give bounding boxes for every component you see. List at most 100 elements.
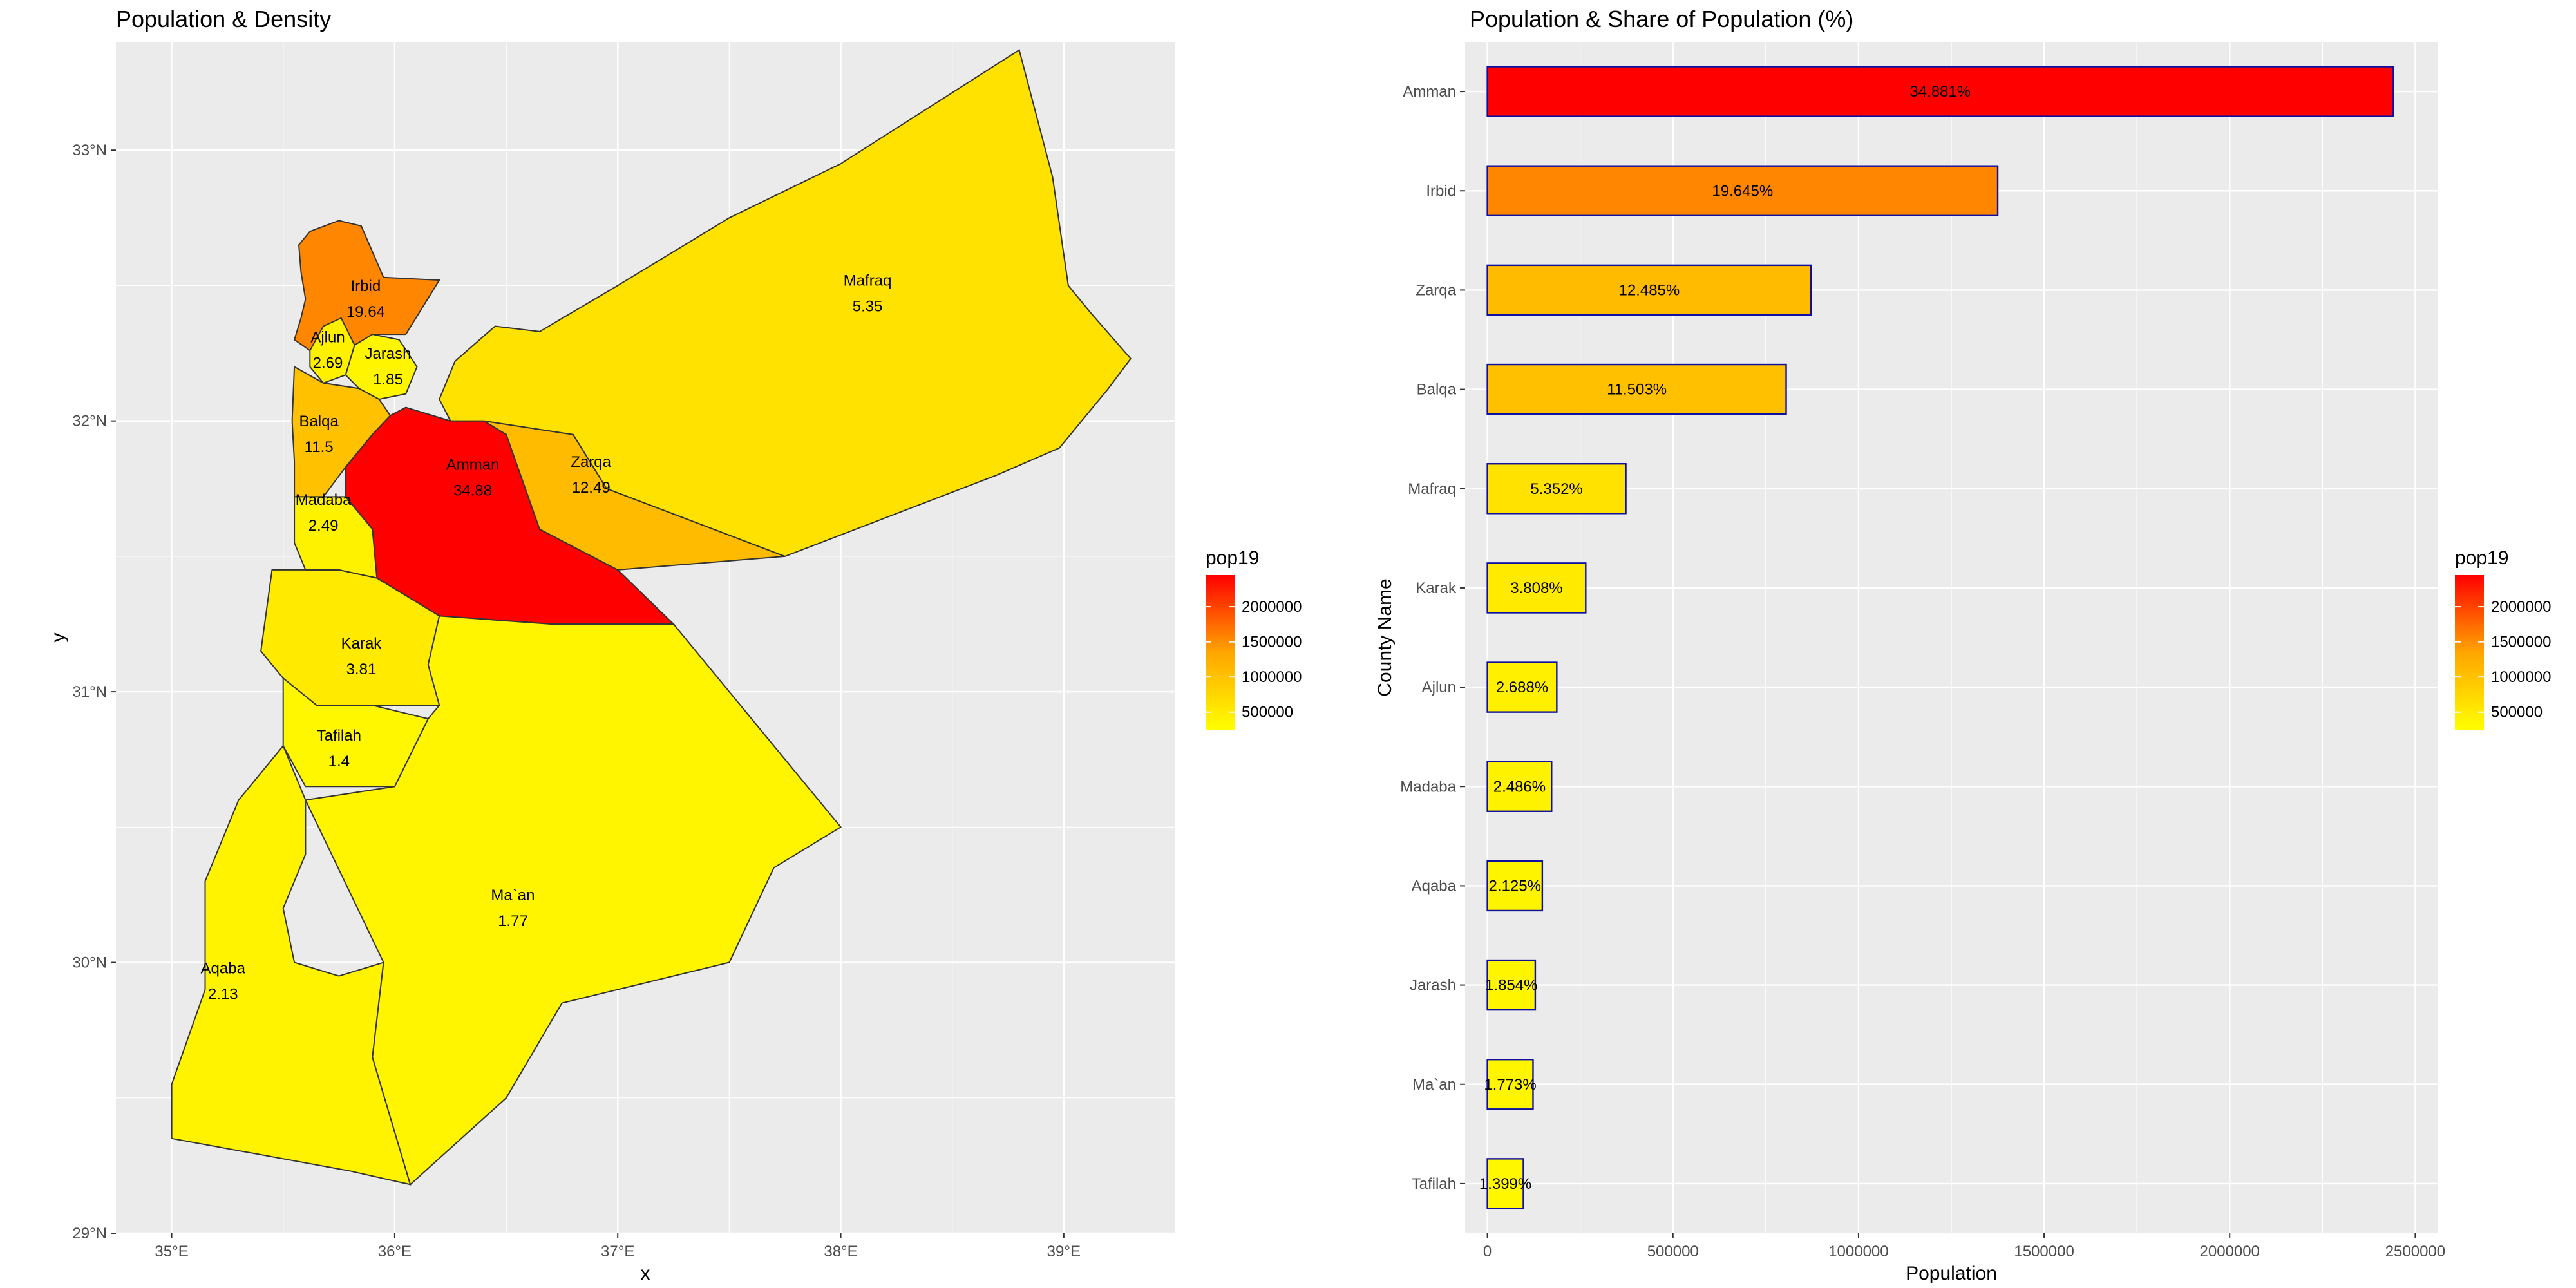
map-y-tick-label: 29°N xyxy=(72,1225,107,1242)
bar-x-tick-label: 1000000 xyxy=(1828,1243,1888,1260)
bar-y-tick-label-aqaba: Aqaba xyxy=(1412,877,1457,895)
legend-tick-label: 1500000 xyxy=(1242,634,1302,651)
map-label-madaba: Madaba xyxy=(296,491,352,509)
map-label-zarqa: Zarqa xyxy=(571,453,611,471)
map-value-madaba: 2.49 xyxy=(308,517,339,535)
map-region-mafraq xyxy=(439,49,1132,557)
bar-y-tick-label-karak: Karak xyxy=(1416,580,1457,597)
map-value-amman: 34.88 xyxy=(453,482,492,499)
map-value-zarqa: 12.49 xyxy=(572,479,611,497)
bar-y-axis-ticks: Amman Irbid Zarqa Balqa Mafraq Karak Ajlun Mada… xyxy=(1400,83,1465,1193)
map-value-irbid: 19.64 xyxy=(346,303,385,321)
bar-label-irbid: 19.645% xyxy=(1712,182,1773,200)
bar-legend-ticks: 500000 1000000 1500000 2000000 xyxy=(2455,598,2551,721)
bar-y-tick-label-tafilah: Tafilah xyxy=(1412,1175,1456,1193)
legend-tick-label: 1000000 xyxy=(1242,668,1302,686)
map-value-aqaba: 2.13 xyxy=(208,985,238,1003)
map-x-tick-label: 39°E xyxy=(1047,1243,1081,1260)
map-x-tick-label: 36°E xyxy=(378,1243,412,1260)
map-title: Population & Density xyxy=(116,6,331,32)
bar-y-tick-label-irbid: Irbid xyxy=(1426,182,1456,200)
bar-y-axis-label: County Name xyxy=(1374,578,1396,696)
map-value-balqa: 11.5 xyxy=(305,439,334,456)
bar-label-tafilah: 1.399% xyxy=(1479,1175,1531,1193)
bar-x-axis-label: Population xyxy=(1906,1263,1997,1284)
bar-label-amman: 34.881% xyxy=(1909,83,1971,100)
bar-tafilah xyxy=(1486,1158,1524,1209)
legend-tick-label: 1000000 xyxy=(2491,668,2551,686)
bar-label-jarash: 1.854% xyxy=(1485,977,1537,994)
bar-karak xyxy=(1486,562,1587,614)
bar-data-labels: 34.881% 19.645% 12.485% 11.503% 5.352% 3.808%… xyxy=(1479,83,1971,1193)
bar-x-tick-label: 500000 xyxy=(1647,1243,1699,1260)
bar-label-ma-an: 1.773% xyxy=(1484,1076,1536,1094)
map-region-tafilah xyxy=(282,677,430,788)
map-region-balqa xyxy=(291,365,392,498)
map-label-balqa: Balqa xyxy=(299,413,339,430)
bar-ajlun xyxy=(1486,661,1558,713)
map-region-labels: Amman 34.88 Irbid 19.64 Zarqa 12.49 Balqa 11.5 M… xyxy=(201,272,892,1003)
map-x-tick-label: 38°E xyxy=(824,1243,857,1260)
bar-y-tick-label-jarash: Jarash xyxy=(1410,977,1456,994)
bar-x-tick-label: 2500000 xyxy=(2385,1243,2445,1260)
map-y-tick-label: 31°N xyxy=(72,683,107,701)
bar-x-tick-label: 1500000 xyxy=(2014,1243,2074,1260)
bar-zarqa xyxy=(1486,264,1812,316)
map-y-axis-ticks: 29°N 30°N 31°N 32°N 33°N xyxy=(72,142,116,1242)
map-region-ma-an xyxy=(304,615,842,1186)
map-label-ma-an: Ma`an xyxy=(491,887,535,904)
map-x-axis-label: x xyxy=(641,1263,650,1284)
map-legend-colorbar xyxy=(1206,575,1235,730)
bar-legend-title: pop19 xyxy=(2455,547,2508,569)
map-label-ajlun: Ajlun xyxy=(310,329,345,346)
legend-tick-label: 2000000 xyxy=(2491,598,2551,616)
bar-aqaba xyxy=(1486,860,1544,912)
bar-ma-an xyxy=(1486,1059,1534,1110)
legend-tick-label: 2000000 xyxy=(1242,598,1302,616)
map-chart: Population & Density Amman 34.88 Irbid 19.6… xyxy=(48,6,1302,1284)
map-value-tafilah: 1.4 xyxy=(328,753,350,770)
bar-x-tick-label: 2000000 xyxy=(2200,1243,2260,1260)
legend-tick-label: 500000 xyxy=(2491,704,2543,721)
bar-madaba xyxy=(1486,761,1553,812)
bar-x-axis-ticks: 0 500000 1000000 1500000 2000000 2500000 xyxy=(1483,1233,2445,1260)
map-region-madaba xyxy=(294,496,378,579)
map-region-jarash xyxy=(345,334,418,401)
bar-label-zarqa: 12.485% xyxy=(1618,281,1680,299)
map-y-tick-label: 32°N xyxy=(72,413,107,430)
bar-label-ajlun: 2.688% xyxy=(1496,679,1548,696)
bar-mafraq xyxy=(1486,463,1627,515)
bar-y-tick-label-balqa: Balqa xyxy=(1417,381,1457,399)
map-value-jarash: 1.85 xyxy=(373,371,403,388)
map-label-karak: Karak xyxy=(341,635,383,652)
bar-legend: pop19 500000 1000000 1500000 2000000 xyxy=(2455,547,2551,730)
bar-y-tick-label-amman: Amman xyxy=(1403,83,1456,100)
map-label-aqaba: Aqaba xyxy=(201,960,246,977)
map-value-karak: 3.81 xyxy=(346,661,377,678)
map-value-ajlun: 2.69 xyxy=(313,355,343,372)
map-label-jarash: Jarash xyxy=(365,345,411,363)
bar-legend-colorbar xyxy=(2455,575,2484,730)
map-legend-title: pop19 xyxy=(1206,547,1259,569)
legend-tick-label: 1500000 xyxy=(2491,634,2551,651)
map-label-irbid: Irbid xyxy=(351,278,381,295)
bar-y-tick-label-madaba: Madaba xyxy=(1400,778,1456,795)
map-value-ma-an: 1.77 xyxy=(498,913,528,930)
map-label-amman: Amman xyxy=(446,456,500,473)
map-label-mafraq: Mafraq xyxy=(844,272,892,289)
map-label-tafilah: Tafilah xyxy=(317,727,361,744)
bar-y-tick-label-mafraq: Mafraq xyxy=(1408,480,1456,498)
map-y-tick-label: 33°N xyxy=(72,142,107,159)
bar-irbid xyxy=(1486,165,1999,216)
legend-tick-label: 500000 xyxy=(1242,704,1293,721)
map-regions xyxy=(171,49,1132,1186)
bar-label-mafraq: 5.352% xyxy=(1530,480,1582,498)
bar-y-tick-label-ajlun: Ajlun xyxy=(1422,679,1456,696)
bar-x-tick-label: 0 xyxy=(1483,1243,1492,1260)
bar-balqa xyxy=(1486,363,1787,415)
bar-label-balqa: 11.503% xyxy=(1607,381,1667,399)
map-legend-ticks: 500000 1000000 1500000 2000000 xyxy=(1206,598,1302,721)
bar-label-aqaba: 2.125% xyxy=(1489,877,1541,895)
bar-y-tick-label-ma-an: Ma`an xyxy=(1412,1076,1456,1094)
